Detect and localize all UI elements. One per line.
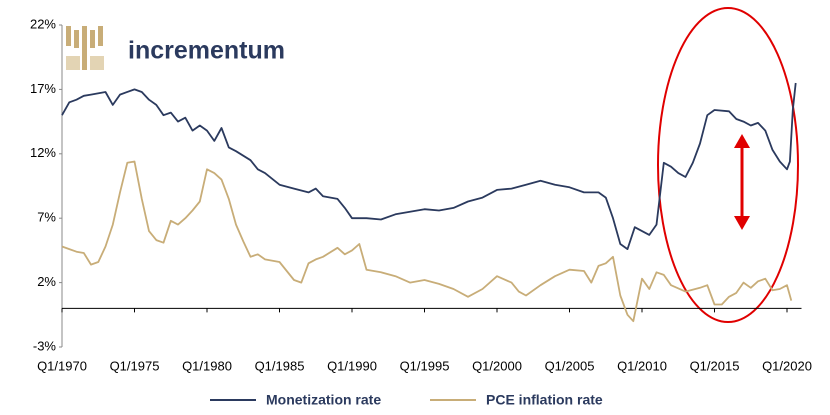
y-tick-label: 17% (30, 81, 56, 96)
x-tick-label: Q1/1975 (110, 358, 160, 373)
x-tick-label: Q1/2020 (762, 358, 812, 373)
y-tick-label: -3% (33, 338, 57, 353)
legend-label: PCE inflation rate (486, 392, 603, 408)
legend-label: Monetization rate (266, 392, 381, 408)
x-tick-label: Q1/1980 (182, 358, 232, 373)
y-tick-label: 22% (30, 16, 56, 31)
brand-name: incrementum (128, 37, 285, 65)
y-tick-label: 2% (37, 274, 56, 289)
x-tick-label: Q1/2005 (545, 358, 595, 373)
series-line (61, 82, 797, 250)
x-tick-label: Q1/1970 (37, 358, 87, 373)
x-tick-label: Q1/1990 (327, 358, 377, 373)
highlight-ellipse (657, 7, 799, 323)
x-tick-label: Q1/2010 (617, 358, 667, 373)
x-tick-label: Q1/1995 (400, 358, 450, 373)
series-line (61, 160, 793, 323)
x-tick-label: Q1/1985 (255, 358, 305, 373)
logo-icon (66, 26, 104, 70)
annotation-arrow (734, 134, 750, 230)
x-tick-label: Q1/2000 (472, 358, 522, 373)
x-tick-label: Q1/2015 (690, 358, 740, 373)
y-tick-label: 12% (30, 145, 56, 160)
y-tick-label: 7% (37, 210, 56, 225)
